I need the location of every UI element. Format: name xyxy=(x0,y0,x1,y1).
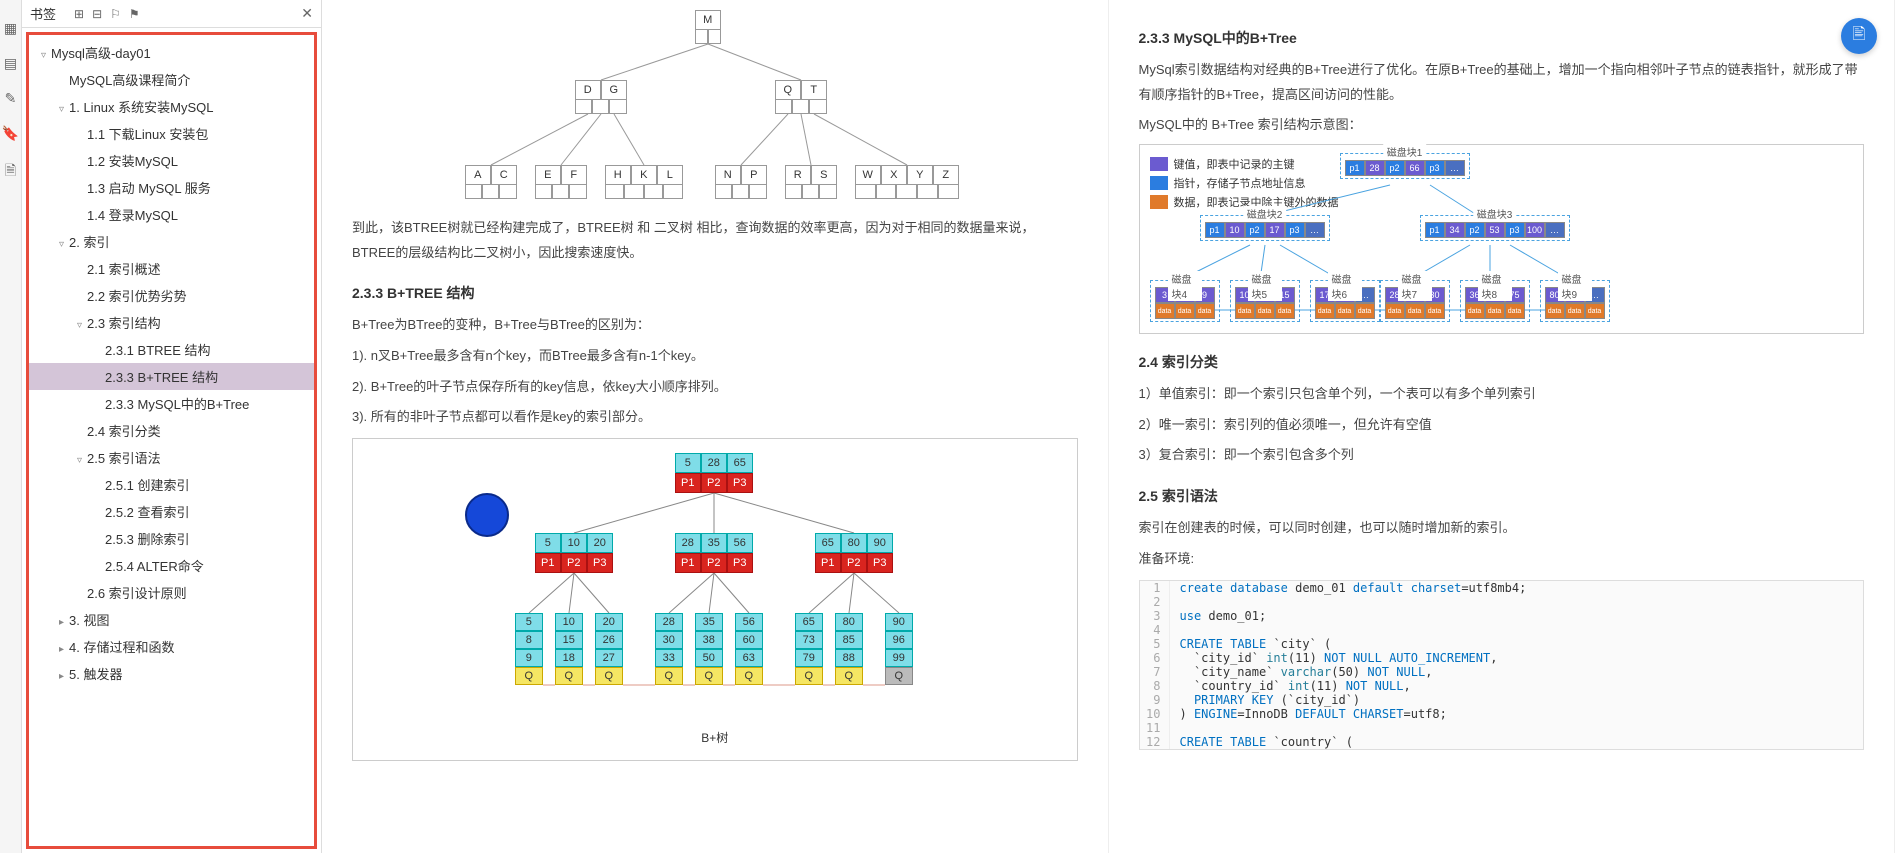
tree-item[interactable]: 2.5.1 创建索引 xyxy=(29,471,314,498)
sidebar-header: 书签 ⊞ ⊟ ⚐ ⚑ ✕ xyxy=(22,0,321,28)
p24-2: 2）唯一索引：索引列的值必须唯一，但允许有空值 xyxy=(1139,413,1865,438)
p24-3: 3）复合索引：即一个索引包含多个列 xyxy=(1139,443,1865,468)
bplus-point-1: 1). n叉B+Tree最多含有n个key，而BTree最多含有n-1个key。 xyxy=(352,344,1078,369)
assistant-fab[interactable]: 🖹 xyxy=(1841,18,1877,54)
tree-item[interactable]: 2.6 索引设计原则 xyxy=(29,579,314,606)
tree-item[interactable]: ▿Mysql高级-day01 xyxy=(29,39,314,66)
tool-icon[interactable]: ▤ xyxy=(4,55,17,72)
tree-item[interactable]: 1.1 下载Linux 安装包 xyxy=(29,120,314,147)
btree-diagram: MDGQTACEFHKLNPRSWXYZ xyxy=(435,10,995,210)
sidebar-tool-icon[interactable]: ⊟ xyxy=(92,7,102,21)
bplus-diagram: 52865P1P2P351020P1P2P3283556P1P2P3658090… xyxy=(435,453,995,723)
page-right: 2.3.3 MySQL中的B+Tree MySql索引数据结构对经典的B+Tre… xyxy=(1109,0,1895,853)
close-icon[interactable]: ✕ xyxy=(301,5,313,22)
page-left: MDGQTACEFHKLNPRSWXYZ 到此，该BTREE树就已经构建完成了，… xyxy=(322,0,1109,853)
tree-item[interactable]: ▸5. 触发器 xyxy=(29,660,314,687)
tree-item[interactable]: ▿2. 索引 xyxy=(29,228,314,255)
tree-item[interactable]: ▿2.3 索引结构 xyxy=(29,309,314,336)
left-toolbar: ▦ ▤ ✎ 🔖 🗎 xyxy=(0,0,22,853)
tree-item[interactable]: 2.1 索引概述 xyxy=(29,255,314,282)
bplus-point-3: 3). 所有的非叶子节点都可以看作是key的索引部分。 xyxy=(352,405,1078,430)
tree-item[interactable]: ▿2.5 索引语法 xyxy=(29,444,314,471)
bookmarks-sidebar: 书签 ⊞ ⊟ ⚐ ⚑ ✕ ▿Mysql高级-day01MySQL高级课程简介▿1. L… xyxy=(22,0,322,853)
mysql-bplus-diagram: 键值，即表中记录的主键指针，存储子节点地址信息数据，即表记录中除主键外的数据磁盘… xyxy=(1139,144,1865,334)
tree-item[interactable]: ▿1. Linux 系统安装MySQL xyxy=(29,93,314,120)
tool-icon[interactable]: ▦ xyxy=(4,20,17,37)
bplus-diagram-wrap: 52865P1P2P351020P1P2P3283556P1P2P3658090… xyxy=(352,438,1078,761)
bplus-caption: B+树 xyxy=(367,729,1063,746)
tree-item[interactable]: 2.2 索引优势劣势 xyxy=(29,282,314,309)
tree-item[interactable]: 2.5.3 删除索引 xyxy=(29,525,314,552)
sidebar-tool-icon[interactable]: ⚑ xyxy=(129,7,140,21)
tree-item[interactable]: ▸4. 存储过程和函数 xyxy=(29,633,314,660)
tree-item[interactable]: MySQL高级课程简介 xyxy=(29,66,314,93)
mysql-bplus-desc: MySql索引数据结构对经典的B+Tree进行了优化。在原B+Tree的基础上，… xyxy=(1139,58,1865,107)
tree-item[interactable]: 1.4 登录MySQL xyxy=(29,201,314,228)
tree-item[interactable]: 2.3.3 B+TREE 结构 xyxy=(29,363,314,390)
tree-item[interactable]: 2.3.3 MySQL中的B+Tree xyxy=(29,390,314,417)
heading-25: 2.5 索引语法 xyxy=(1139,486,1865,506)
p25-2: 准备环境: xyxy=(1139,547,1865,572)
sidebar-tool-icon[interactable]: ⊞ xyxy=(74,7,84,21)
sidebar-tool-icon[interactable]: ⚐ xyxy=(110,7,121,21)
tool-icon[interactable]: 🗎 xyxy=(5,160,16,184)
p25-1: 索引在创建表的时候，可以同时创建，也可以随时增加新的索引。 xyxy=(1139,516,1865,541)
tree-item[interactable]: 2.5.2 查看索引 xyxy=(29,498,314,525)
tree-item[interactable]: 1.2 安装MySQL xyxy=(29,147,314,174)
bplus-intro: B+Tree为BTree的变种，B+Tree与BTree的区别为： xyxy=(352,313,1078,338)
code-block: 1create database demo_01 default charset… xyxy=(1139,580,1865,750)
tool-icon[interactable]: ✎ xyxy=(5,90,17,107)
heading-24: 2.4 索引分类 xyxy=(1139,352,1865,372)
tree-item[interactable]: 2.3.1 BTREE 结构 xyxy=(29,336,314,363)
tree-item[interactable]: ▸3. 视图 xyxy=(29,606,314,633)
bplus-point-2: 2). B+Tree的叶子节点保存所有的key信息，依key大小顺序排列。 xyxy=(352,375,1078,400)
heading-mysql-bplus: 2.3.3 MySQL中的B+Tree xyxy=(1139,28,1865,48)
tree-item[interactable]: 2.5.4 ALTER命令 xyxy=(29,552,314,579)
tree-item[interactable]: 1.3 启动 MySQL 服务 xyxy=(29,174,314,201)
mysql-bplus-caption: MySQL中的 B+Tree 索引结构示意图： xyxy=(1139,113,1865,138)
bookmarks-tree: ▿Mysql高级-day01MySQL高级课程简介▿1. Linux 系统安装M… xyxy=(26,32,317,849)
tool-icon[interactable]: 🔖 xyxy=(2,125,19,142)
heading-bplus: 2.3.3 B+TREE 结构 xyxy=(352,283,1078,303)
sidebar-title: 书签 xyxy=(30,4,56,23)
document-content: MDGQTACEFHKLNPRSWXYZ 到此，该BTREE树就已经构建完成了，… xyxy=(322,0,1895,853)
tree-item[interactable]: 2.4 索引分类 xyxy=(29,417,314,444)
btree-summary-text: 到此，该BTREE树就已经构建完成了，BTREE树 和 二叉树 相比，查询数据的… xyxy=(352,216,1078,265)
p24-1: 1）单值索引：即一个索引只包含单个列，一个表可以有多个单列索引 xyxy=(1139,382,1865,407)
